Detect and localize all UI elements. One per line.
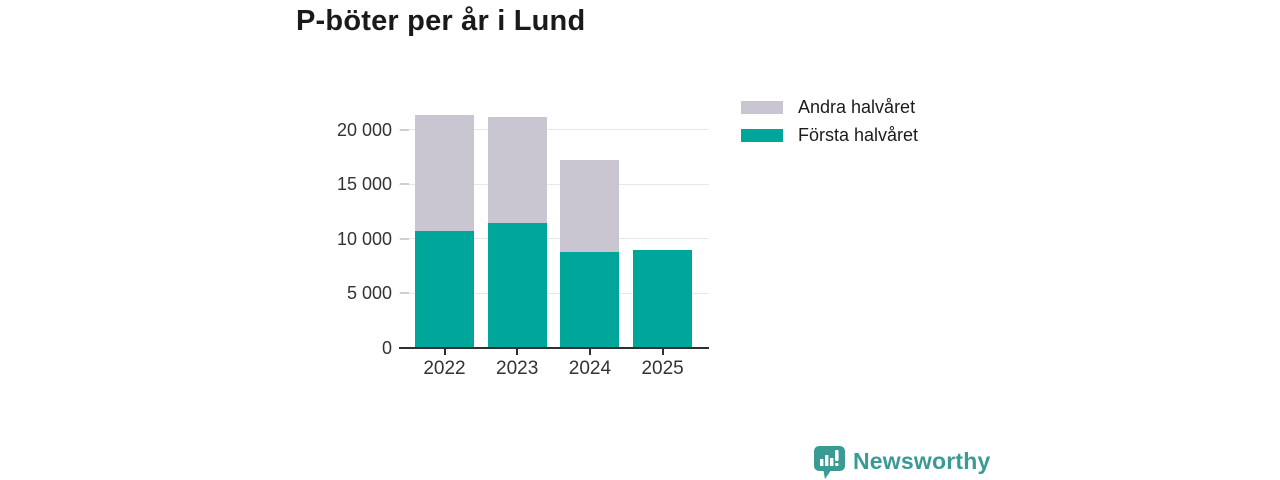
bar-segment-2022 <box>415 231 474 348</box>
branding-logo: Newsworthy <box>814 446 990 479</box>
x-axis-tick <box>661 348 664 355</box>
legend-label: Andra halvåret <box>798 96 916 117</box>
y-axis-tick <box>400 237 409 240</box>
y-axis-label: 20 000 <box>336 119 392 140</box>
legend-swatch <box>741 128 783 142</box>
legend-item: Första halvåret <box>741 125 918 145</box>
y-axis-label: 0 <box>381 337 392 358</box>
x-axis-label: 2025 <box>641 358 684 379</box>
y-axis-tick <box>400 128 409 131</box>
y-gridline <box>399 183 709 185</box>
y-axis-tick <box>400 292 409 295</box>
x-axis-tick <box>588 348 591 355</box>
x-axis-tick <box>443 348 446 355</box>
y-gridline <box>399 238 709 240</box>
legend-label: Första halvåret <box>798 124 919 145</box>
x-axis-tick <box>516 348 519 355</box>
legend-item: Andra halvåret <box>741 97 918 117</box>
y-axis-label: 5 000 <box>346 283 392 304</box>
x-axis-line <box>399 346 709 349</box>
x-axis-label: 2023 <box>496 358 539 379</box>
x-axis-label: 2024 <box>568 358 612 379</box>
bar-segment-2022 <box>415 114 474 232</box>
legend-swatch <box>741 100 783 114</box>
y-gridline <box>399 129 709 131</box>
bar-segment-2023 <box>487 223 547 348</box>
y-axis-label: 10 000 <box>336 228 392 249</box>
y-axis-label: 15 000 <box>336 174 392 195</box>
newsworthy-icon <box>814 446 845 479</box>
y-axis-tick <box>400 183 409 186</box>
page-title: P-böter per år i Lund <box>296 5 586 37</box>
newsworthy-label: Newsworthy <box>853 448 991 474</box>
x-axis-label: 2022 <box>423 358 466 379</box>
y-gridline <box>399 292 709 294</box>
legend: Andra halvåret Första halvåret <box>741 97 918 156</box>
bar-segment-2023 <box>487 116 547 224</box>
bar-segment-2024 <box>560 251 620 348</box>
bar-segment-2025 <box>633 249 693 348</box>
bar-segment-2024 <box>560 160 620 252</box>
